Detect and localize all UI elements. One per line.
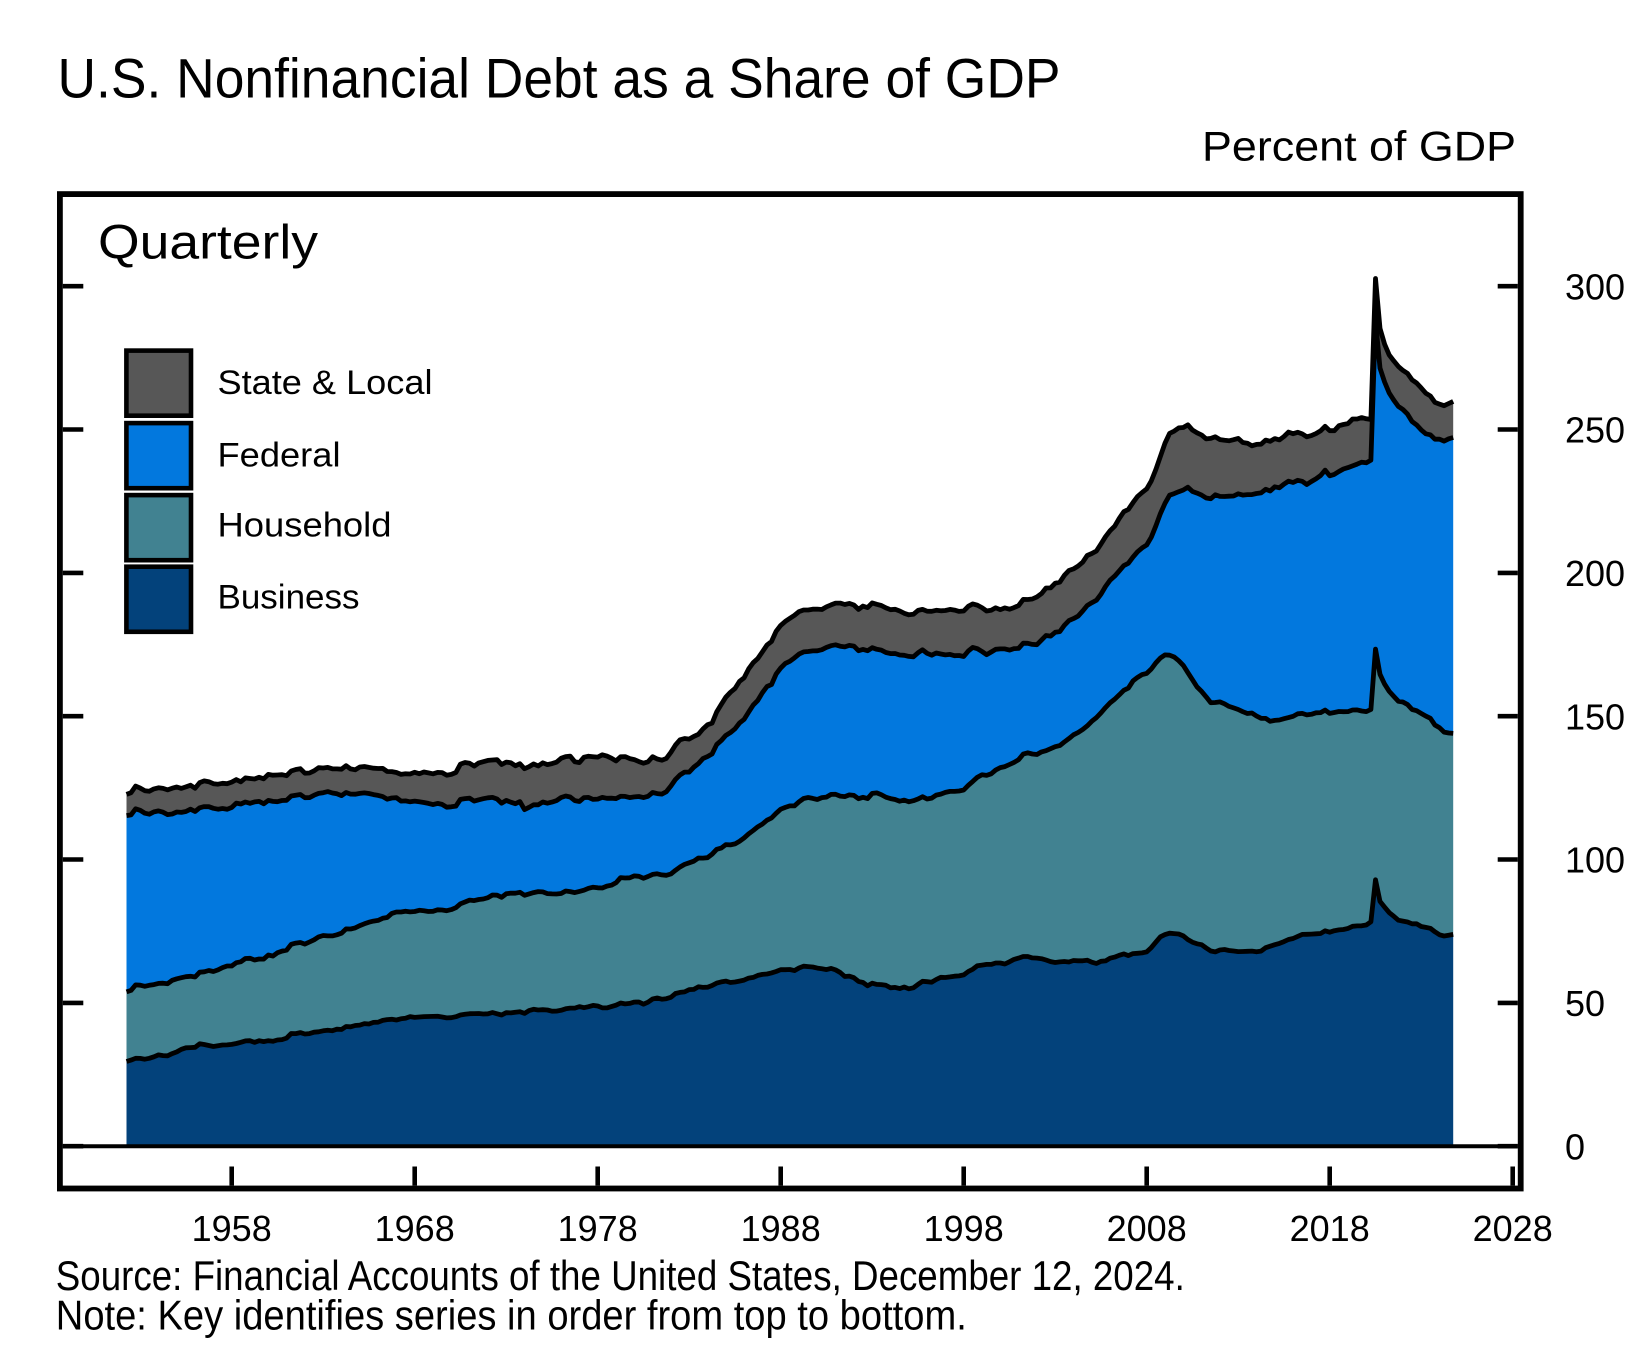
svg-text:Federal: Federal (218, 436, 341, 474)
svg-text:Household: Household (218, 506, 392, 544)
svg-text:1998: 1998 (924, 1208, 1004, 1249)
svg-text:1968: 1968 (375, 1208, 455, 1249)
svg-text:1988: 1988 (741, 1208, 821, 1249)
svg-text:150: 150 (1565, 696, 1625, 737)
svg-text:State & Local: State & Local (218, 364, 433, 402)
svg-text:2028: 2028 (1473, 1208, 1553, 1249)
svg-text:50: 50 (1565, 983, 1605, 1024)
svg-text:Note: Key identifies series in: Note: Key identifies series in order fro… (56, 1293, 967, 1339)
svg-text:300: 300 (1565, 266, 1625, 307)
svg-text:Percent of GDP: Percent of GDP (1202, 122, 1516, 169)
svg-text:Source: Financial Accounts of: Source: Financial Accounts of the United… (56, 1253, 1185, 1299)
svg-text:200: 200 (1565, 553, 1625, 594)
svg-text:2008: 2008 (1107, 1208, 1187, 1249)
svg-text:U.S. Nonfinancial Debt as a Sh: U.S. Nonfinancial Debt as a Share of GDP (58, 47, 1061, 110)
svg-text:2018: 2018 (1290, 1208, 1370, 1249)
svg-text:1958: 1958 (192, 1208, 272, 1249)
svg-text:250: 250 (1565, 410, 1625, 451)
svg-text:Quarterly: Quarterly (98, 217, 318, 270)
svg-text:Business: Business (218, 579, 360, 617)
svg-text:0: 0 (1565, 1126, 1585, 1167)
svg-text:1978: 1978 (558, 1208, 638, 1249)
svg-text:100: 100 (1565, 840, 1625, 881)
